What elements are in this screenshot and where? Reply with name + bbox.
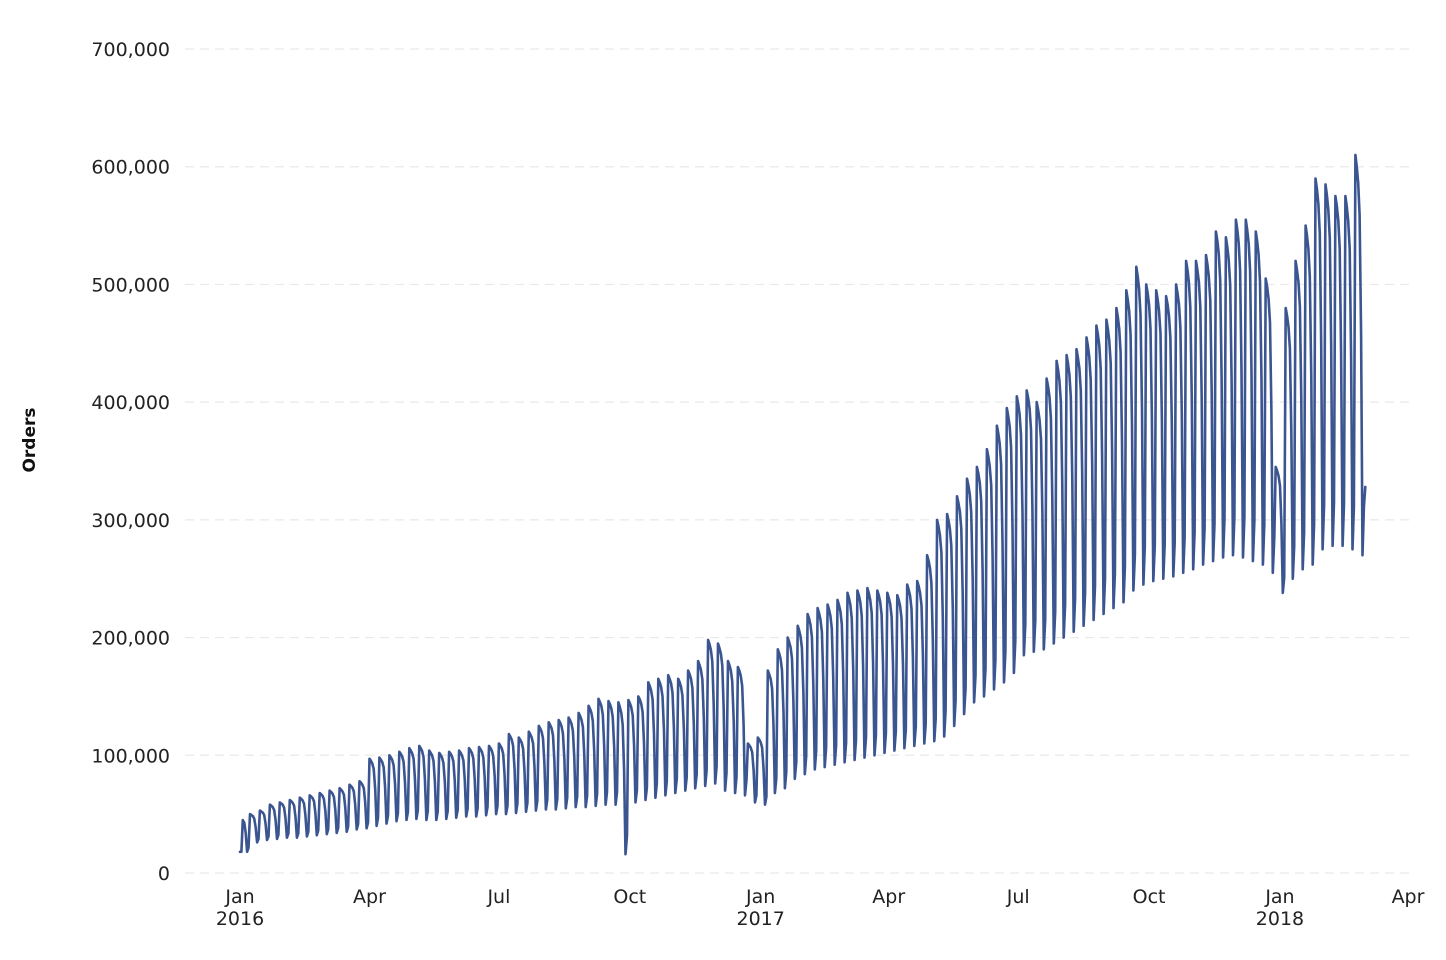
x-tick-label: Apr: [1392, 886, 1425, 908]
x-tick-label: Oct: [613, 886, 646, 908]
x-tick-label: Jul: [486, 886, 510, 908]
x-tick-year-label: 2017: [737, 908, 785, 930]
x-tick-label: Jul: [1006, 886, 1030, 908]
x-tick-label: Oct: [1133, 886, 1166, 908]
x-tick-label: Apr: [872, 886, 905, 908]
y-tick-label: 400,000: [91, 392, 170, 414]
y-axis-ticks: 0 100,000 200,000 300,000 400,000 500,000 600,…: [91, 39, 170, 885]
y-tick-label: 600,000: [91, 157, 170, 179]
y-tick-label: 0: [158, 863, 170, 885]
x-tick-label: Jan: [745, 886, 775, 908]
orders-series-line: [238, 153, 1367, 856]
y-axis-label: Orders: [20, 407, 40, 472]
y-tick-label: 700,000: [91, 39, 170, 61]
y-tick-label: 300,000: [91, 510, 170, 532]
y-gridlines: [185, 48, 1415, 874]
x-tick-label: Apr: [353, 886, 386, 908]
x-tick-year-label: 2016: [216, 908, 264, 930]
x-tick-year-label: 2018: [1256, 908, 1304, 930]
y-tick-label: 100,000: [91, 745, 170, 767]
y-tick-label: 500,000: [91, 274, 170, 296]
y-tick-label: 200,000: [91, 628, 170, 650]
x-tick-label: Jan: [1264, 886, 1294, 908]
x-tick-label: Jan: [224, 886, 254, 908]
